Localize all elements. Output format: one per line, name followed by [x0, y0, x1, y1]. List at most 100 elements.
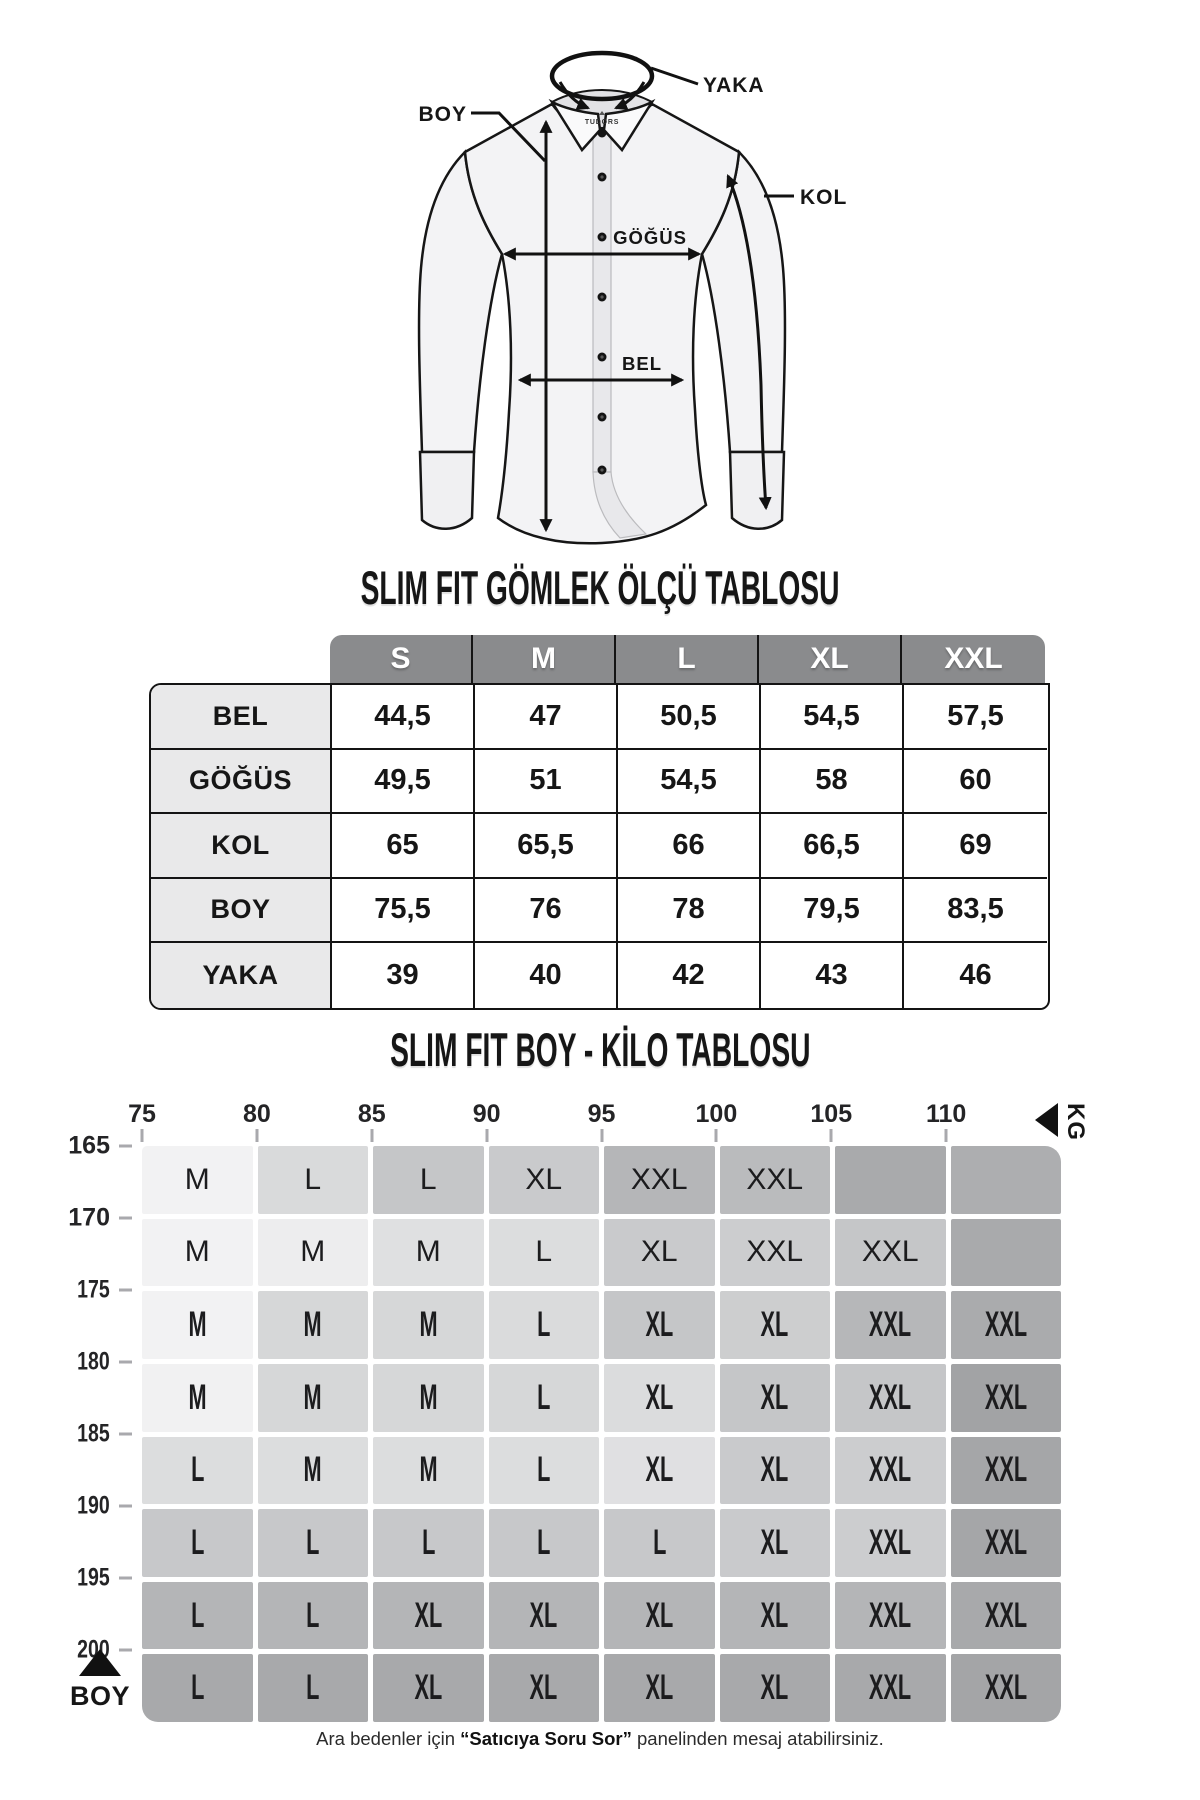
boy-axis-marker: BOY [68, 1649, 132, 1712]
size-grid-cell: XXL [835, 1291, 946, 1359]
size-grid-cell: XXL [835, 1509, 946, 1577]
size-grid-cell: XXL [835, 1436, 946, 1505]
size-grid-cell-label: XL [760, 1522, 789, 1562]
kg-tick-label: 95 [587, 1100, 616, 1128]
size-grid-cell: L [257, 1654, 368, 1722]
size-cell: 83,5 [904, 878, 1047, 943]
label-gogus: GÖĞÜS [613, 227, 687, 248]
size-column-header: M [473, 635, 616, 683]
size-grid-cell-label: M [303, 1305, 322, 1345]
size-grid-cell: XL [604, 1436, 715, 1505]
size-grid-cell-label: L [419, 1162, 437, 1196]
size-grid-cell-label: XL [525, 1162, 563, 1196]
size-grid-cell: XL [604, 1218, 715, 1287]
size-grid-cell-label: M [188, 1305, 207, 1345]
size-cell: 40 [475, 943, 618, 1008]
size-grid-cell: M [373, 1363, 484, 1432]
footer-note: Ara bedenler için “Satıcıya Soru Sor” pa… [0, 1728, 1200, 1750]
size-grid-cell-label: L [190, 1522, 204, 1562]
tick-mark [119, 1504, 132, 1508]
size-cell: 58 [761, 749, 904, 814]
size-column-header: L [616, 635, 759, 683]
size-grid-cell-label: L [421, 1522, 435, 1562]
boy-axis-label: BOY [69, 1681, 130, 1711]
left-cuff [418, 450, 476, 530]
tick-mark [119, 1144, 132, 1148]
boy-tick-label: 180 [77, 1347, 110, 1376]
size-grid-cell-label: XXL [869, 1595, 912, 1635]
row-label: BEL [151, 685, 332, 750]
size-grid-cell-label: M [303, 1450, 322, 1490]
tick-mark [119, 1360, 132, 1364]
boy-tick-label: 195 [77, 1563, 110, 1592]
footer-prefix: Ara bedenler için [316, 1728, 461, 1749]
size-grid-cell-label: L [537, 1377, 551, 1417]
size-grid-cell-label: XXL [869, 1305, 912, 1345]
size-grid-cell: XL [719, 1436, 830, 1505]
footer-suffix: panelinden mesaj atabilirsiniz. [631, 1728, 884, 1749]
weight-height-title-text: SLIM FIT BOY - KİLO TABLOSU [389, 1023, 811, 1076]
size-grid-cell: XL [488, 1654, 599, 1722]
size-grid-cell-label: L [190, 1668, 204, 1708]
yaka-connector [650, 66, 699, 86]
kg-axis-label: KG [1062, 1103, 1089, 1141]
boy-tick-label: 170 [68, 1203, 110, 1232]
size-grid-cell-label: M [188, 1377, 207, 1417]
label-yaka: YAKA [703, 74, 765, 97]
up-arrow-icon [79, 1649, 121, 1676]
size-grid-cell-label: XXL [869, 1450, 912, 1490]
size-cell: 57,5 [904, 685, 1047, 750]
size-grid-cell-label: M [419, 1450, 438, 1490]
brand-mark-icon [599, 111, 605, 115]
label-kol: KOL [800, 186, 847, 209]
size-grid-cell-label: XL [414, 1668, 443, 1708]
size-grid-cell-label: XXL [984, 1522, 1027, 1562]
row-label: BOY [151, 878, 332, 943]
buttons [597, 128, 607, 475]
size-cell: 75,5 [332, 878, 475, 943]
measure-table-title-text: SLIM FIT GÖMLEK ÖLÇÜ TABLOSU [360, 561, 840, 614]
tick-mark [944, 1129, 948, 1142]
collar-flap-right [602, 98, 656, 153]
size-grid-cell [835, 1146, 946, 1214]
size-grid-cell: XL [719, 1509, 830, 1577]
kol-measure-arrow [726, 174, 772, 511]
size-grid-cell: M [142, 1291, 253, 1359]
size-column-header: XL [759, 635, 902, 683]
size-cell: 54,5 [761, 685, 904, 750]
size-grid-cell-label: M [415, 1235, 441, 1269]
size-grid-cell: L [142, 1436, 253, 1505]
size-cell: 50,5 [618, 685, 761, 750]
size-grid-cell: XL [604, 1363, 715, 1432]
size-cell: 44,5 [332, 685, 475, 750]
size-grid-cell: XXL [950, 1291, 1061, 1359]
size-cell: 49,5 [332, 749, 475, 814]
row-label: GÖĞÜS [151, 749, 332, 814]
size-grid-cell: L [488, 1436, 599, 1505]
size-grid-cell: L [488, 1509, 599, 1577]
size-grid-cell: L [373, 1146, 484, 1214]
size-grid-cell-label: M [419, 1305, 438, 1345]
size-grid-cell-label: L [190, 1595, 204, 1635]
size-grid-cell-label: XXL [984, 1450, 1027, 1490]
size-grid-cell: L [488, 1363, 599, 1432]
size-grid-cell-label: L [306, 1668, 320, 1708]
size-grid-cell-label: M [300, 1235, 326, 1269]
size-grid: M L L XL XXL XXL M M M L XL XXL XXL M M M L XL XL XXL XXL M M M… [142, 1146, 1061, 1722]
size-cell: 65 [332, 814, 475, 879]
size-grid-cell: XL [373, 1581, 484, 1650]
size-grid-cell-label: XL [760, 1450, 789, 1490]
kg-axis-marker: KG [1035, 1102, 1092, 1141]
row-label: YAKA [151, 943, 332, 1008]
collar-flap-left [548, 98, 602, 153]
size-grid-cell: L [488, 1291, 599, 1359]
size-grid-cell-label: XL [645, 1450, 674, 1490]
size-grid-cell-label: XXL [984, 1305, 1027, 1345]
size-grid-cell: XL [719, 1581, 830, 1650]
collar-measure-loop [549, 50, 655, 102]
size-grid-cell-label: XL [760, 1595, 789, 1635]
size-grid-cell-label: L [652, 1522, 666, 1562]
size-grid-cell-label: XL [414, 1595, 443, 1635]
size-grid-cell: XXL [719, 1218, 830, 1287]
size-column-header: XXL [902, 635, 1045, 683]
